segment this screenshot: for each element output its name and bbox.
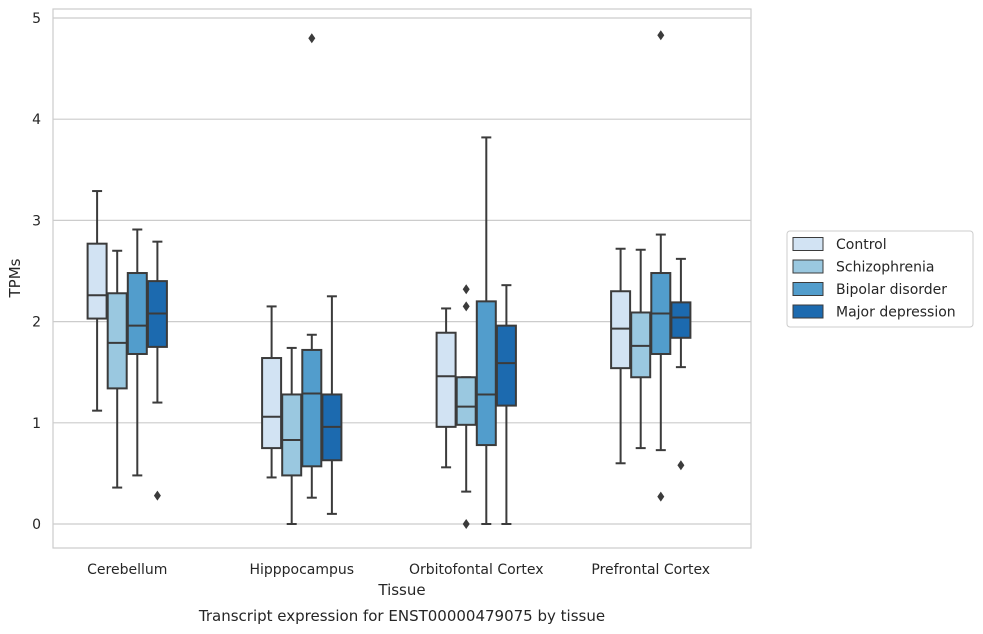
box (495, 324, 517, 407)
box-group (630, 248, 652, 450)
box-group (261, 305, 283, 479)
box-group (321, 295, 343, 515)
boxes (86, 30, 692, 529)
box-group (495, 284, 517, 525)
outlier-point (677, 460, 685, 471)
y-tick-labels: 0 1 2 3 4 5 (32, 11, 41, 533)
plot-frame (52, 8, 752, 549)
outlier-point (657, 30, 665, 41)
box (455, 376, 477, 426)
y-tick-label: 5 (32, 11, 41, 27)
box-group (455, 284, 477, 529)
outlier-point (657, 491, 665, 502)
outlier-point (462, 284, 470, 295)
box-group (475, 136, 497, 525)
box (261, 357, 283, 450)
y-tick-label: 3 (32, 213, 41, 229)
box (435, 331, 457, 428)
x-tick-label: Orbitofontal Cortex (409, 562, 544, 578)
legend-swatch (792, 237, 824, 251)
legend-label: Schizophrenia (836, 260, 934, 276)
box-group (670, 257, 692, 471)
legend-label: Major depression (836, 305, 956, 321)
legend-items: Control Schizophrenia Bipolar disorder Majo… (792, 237, 956, 321)
y-tick-label: 4 (32, 112, 41, 128)
y-tick-label: 2 (32, 315, 41, 331)
box-group (146, 240, 168, 501)
gridlines (53, 17, 751, 525)
outlier-point (153, 490, 161, 501)
box (86, 242, 108, 320)
box-group (126, 228, 148, 477)
box (630, 311, 652, 379)
box (281, 393, 303, 477)
legend-label: Control (836, 237, 887, 253)
legend-swatch (792, 282, 824, 296)
x-tick-label: Cerebellum (87, 562, 167, 578)
legend-swatch (792, 259, 824, 274)
box-group (650, 30, 672, 502)
box (610, 290, 632, 370)
box-group (281, 346, 303, 525)
outlier-point (308, 33, 316, 44)
box (670, 301, 692, 339)
x-tick-label: Hipppocampus (249, 562, 354, 578)
legend-frame (786, 230, 974, 328)
y-tick-label: 0 (32, 517, 41, 533)
legend: Control Schizophrenia Bipolar disorder Majo… (786, 230, 974, 328)
box (475, 300, 497, 447)
chart-caption: Transcript expression for ENST0000047907… (198, 607, 605, 625)
legend-label: Bipolar disorder (836, 282, 947, 298)
outlier-point (462, 519, 470, 529)
box-group (435, 307, 457, 469)
box-group (610, 247, 632, 465)
outlier-point (462, 301, 470, 312)
box (301, 348, 323, 468)
x-tick-label: Prefrontal Cortex (591, 562, 710, 578)
y-tick-label: 1 (32, 416, 41, 432)
box-group (301, 33, 323, 499)
box (106, 292, 128, 390)
box-group (86, 190, 108, 412)
legend-swatch (792, 304, 824, 319)
x-tick-labels: Cerebellum Hipppocampus Orbitofontal Corte… (87, 562, 710, 578)
y-axis-label: TPMs (6, 258, 24, 298)
box (126, 272, 148, 355)
box-group (106, 249, 128, 489)
x-axis-label: Tissue (377, 581, 425, 599)
